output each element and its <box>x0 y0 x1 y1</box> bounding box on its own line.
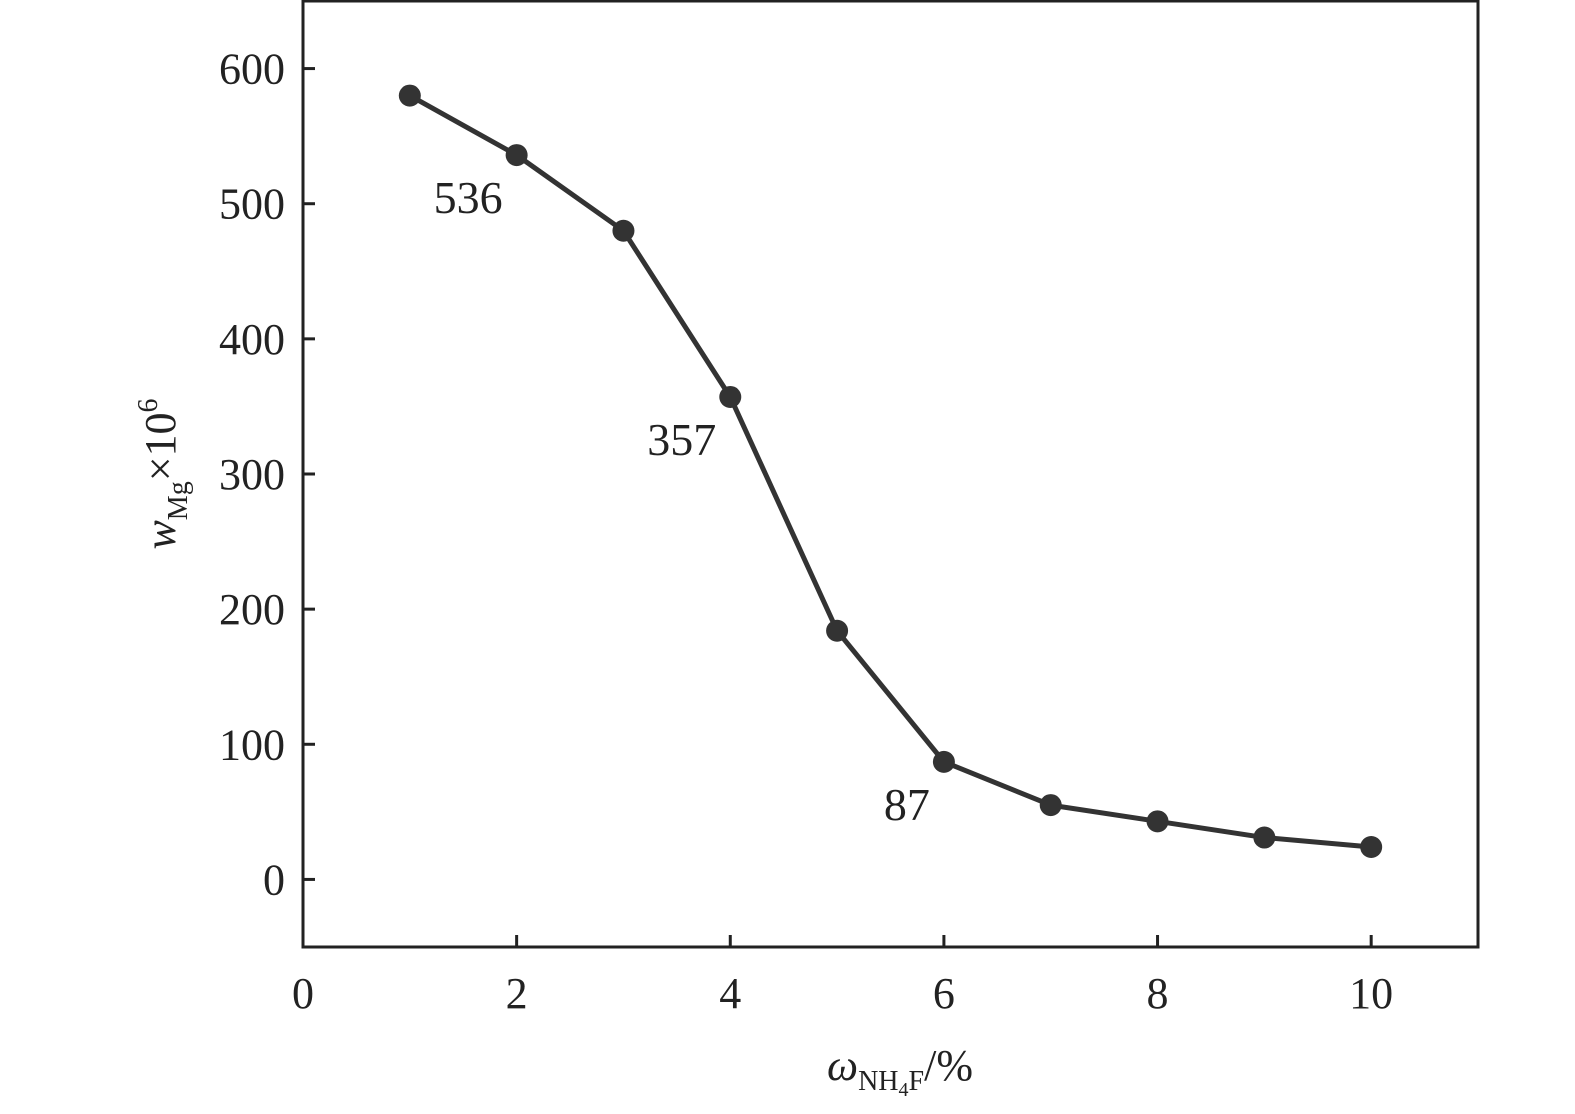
x-tick-label: 6 <box>933 969 955 1018</box>
x-tick-label: 4 <box>719 969 741 1018</box>
data-label: 87 <box>884 779 930 830</box>
x-tick-label: 10 <box>1349 969 1393 1018</box>
data-label: 357 <box>647 414 716 465</box>
data-point <box>1146 810 1169 833</box>
y-tick-label: 600 <box>219 45 285 94</box>
x-tick-label: 0 <box>292 969 314 1018</box>
data-point <box>398 84 421 107</box>
data-point <box>1039 794 1062 817</box>
data-point <box>932 750 955 773</box>
data-point <box>612 219 635 242</box>
series-line <box>408 93 1372 850</box>
y-tick-label: 300 <box>219 450 285 499</box>
x-tick-label: 8 <box>1147 969 1169 1018</box>
y-tick-label: 100 <box>219 720 285 769</box>
x-axis-label: ωNH4F/% <box>827 1041 973 1101</box>
y-tick-label: 400 <box>219 315 285 364</box>
x-tick-label: 2 <box>506 969 528 1018</box>
data-point <box>719 385 742 408</box>
data-point <box>1360 835 1383 858</box>
data-point <box>505 144 528 167</box>
y-tick-label: 500 <box>219 180 285 229</box>
y-axis-label: wMg×106 <box>133 398 194 549</box>
data-label: 536 <box>434 172 503 223</box>
y-tick-label: 200 <box>219 585 285 634</box>
data-point <box>1253 826 1276 849</box>
y-tick-label: 0 <box>263 855 285 904</box>
data-point <box>826 619 849 642</box>
